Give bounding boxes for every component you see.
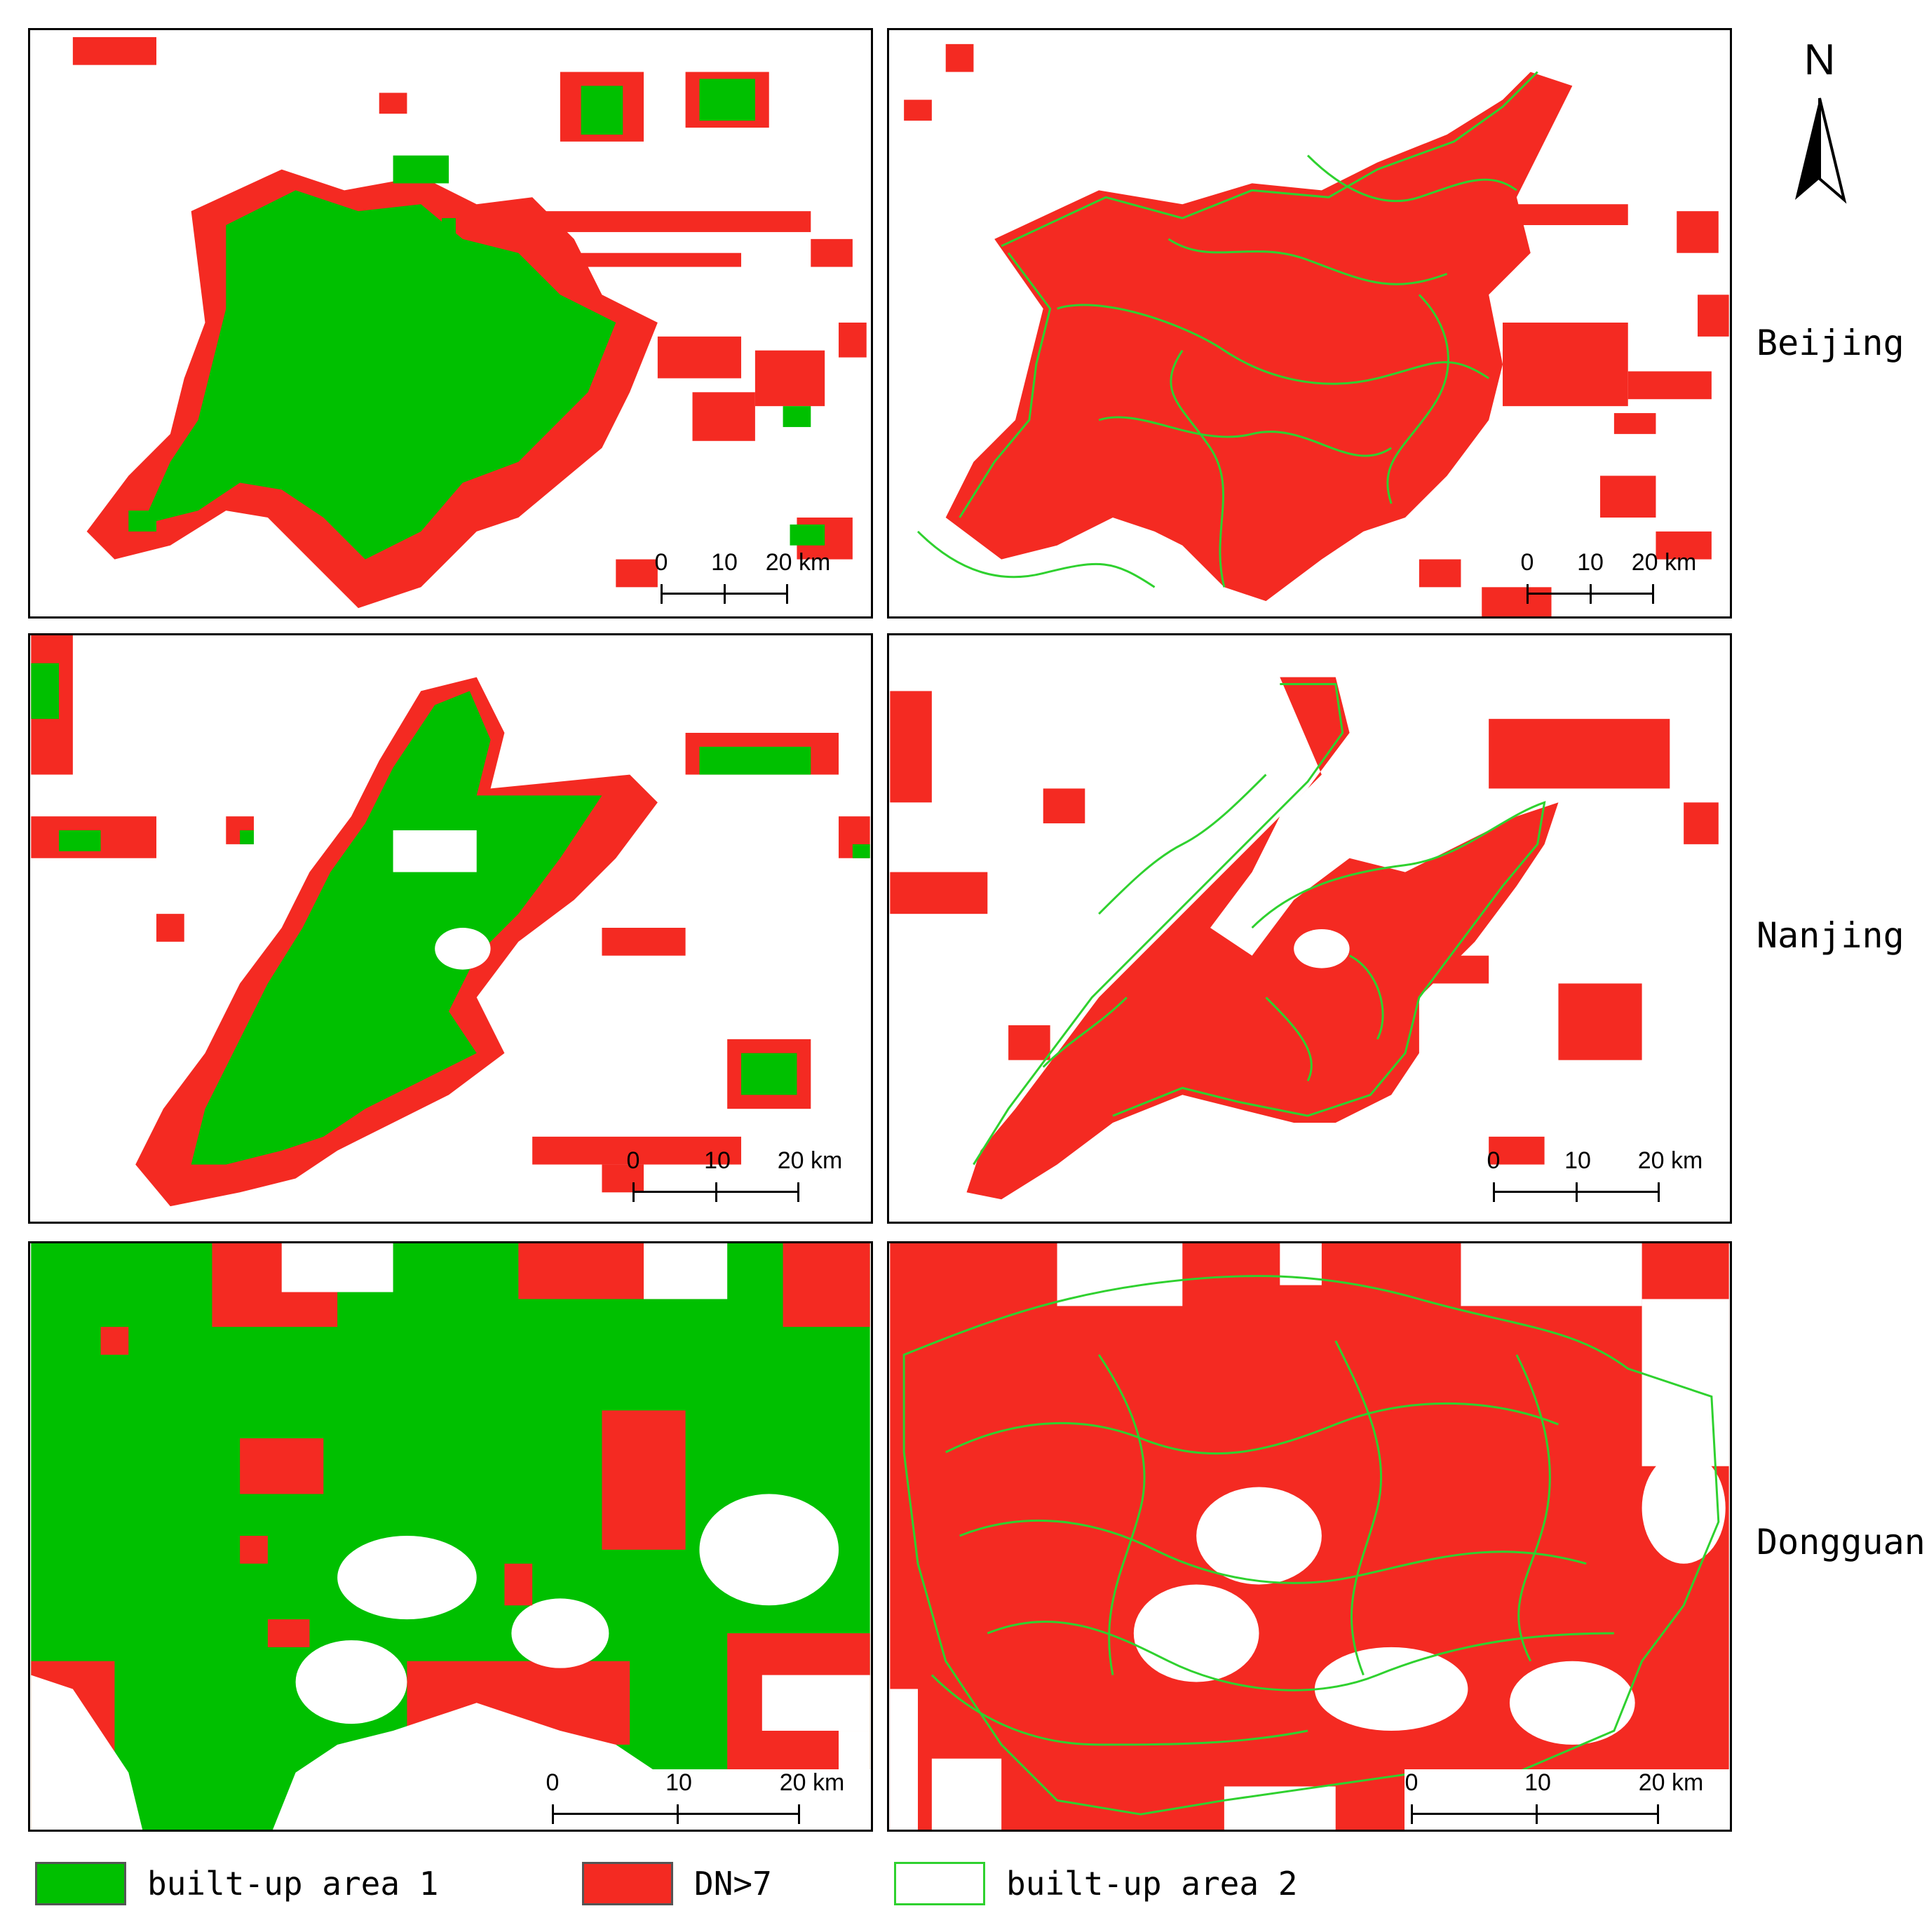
scale-tick xyxy=(1576,1182,1578,1202)
scale-tick xyxy=(1652,584,1654,604)
scale-tick xyxy=(724,584,726,604)
scale-tick-label: 10 xyxy=(1564,1147,1591,1174)
legend-item-built-up-area-2: built-up area 2 xyxy=(894,1862,1385,1911)
scale-bar: 0 10 20 km xyxy=(654,549,865,612)
scale-tick xyxy=(661,584,663,604)
map-dongguan-built-up-1 xyxy=(31,1243,870,1830)
map-nanjing-built-up-2 xyxy=(890,677,1719,1200)
scale-bar: 0 10 20 km xyxy=(546,1769,871,1830)
scale-tick xyxy=(632,1182,635,1202)
scale-tick-label: 0 xyxy=(1487,1147,1501,1174)
legend-label: built-up area 2 xyxy=(1006,1865,1298,1903)
map-panel-beijing-built-up-1: 0 10 20 km xyxy=(28,28,873,619)
scale-tick-label: 20 km xyxy=(777,1147,843,1174)
scale-tick xyxy=(1657,1804,1659,1824)
scale-tick xyxy=(1493,1182,1495,1202)
scale-tick-label: 20 km xyxy=(1637,1147,1703,1174)
city-label-beijing: Beijing xyxy=(1757,323,1904,363)
scale-tick-label: 10 xyxy=(711,549,738,576)
scale-tick-label: 10 xyxy=(704,1147,731,1174)
legend-swatch-green-fill xyxy=(35,1862,126,1905)
city-label-dongguan: Dongguan xyxy=(1757,1522,1925,1562)
scale-tick-label: 10 xyxy=(665,1769,692,1796)
north-arrow-icon xyxy=(1795,97,1847,204)
scale-tick-label: 20 km xyxy=(765,549,831,576)
scale-bar: 0 10 20 km xyxy=(1405,1769,1730,1830)
legend-label: DN>7 xyxy=(694,1865,772,1903)
map-panel-dongguan-built-up-2: 0 10 20 km xyxy=(887,1241,1732,1832)
scale-tick xyxy=(552,1804,554,1824)
legend-label: built-up area 1 xyxy=(147,1865,439,1903)
scale-tick-label: 0 xyxy=(1520,549,1534,576)
scale-tick-label: 20 km xyxy=(779,1769,845,1796)
scale-tick xyxy=(1527,584,1529,604)
north-letter: N xyxy=(1803,36,1836,84)
scale-tick xyxy=(1590,584,1592,604)
map-panel-nanjing-built-up-1: 0 10 20 km xyxy=(28,633,873,1224)
scale-tick xyxy=(1411,1804,1413,1824)
scale-tick-label: 0 xyxy=(1405,1769,1419,1796)
scale-tick-label: 0 xyxy=(626,1147,640,1174)
legend-swatch-red-fill xyxy=(582,1862,673,1905)
scale-tick-label: 10 xyxy=(1524,1769,1551,1796)
legend-item-built-up-area-1: built-up area 1 xyxy=(35,1862,526,1911)
map-panel-beijing-built-up-2: 0 10 20 km xyxy=(887,28,1732,619)
scale-tick xyxy=(798,1804,800,1824)
scale-tick xyxy=(1536,1804,1538,1824)
scale-tick-label: 20 km xyxy=(1638,1769,1704,1796)
map-panel-nanjing-built-up-2: 0 10 20 km xyxy=(887,633,1732,1224)
legend-swatch-green-outline xyxy=(894,1862,985,1905)
scale-line xyxy=(1412,1813,1658,1815)
map-panel-dongguan-built-up-1: 0 10 20 km xyxy=(28,1241,873,1832)
scale-tick-label: 0 xyxy=(654,549,668,576)
scale-tick xyxy=(1658,1182,1660,1202)
scale-bar: 0 10 20 km xyxy=(1520,549,1730,612)
scale-tick xyxy=(715,1182,717,1202)
map-beijing-built-up-2 xyxy=(904,43,1729,616)
map-beijing-built-up-1 xyxy=(72,36,867,609)
scale-bar: 0 10 20 km xyxy=(1487,1147,1703,1210)
scale-tick xyxy=(786,584,788,604)
map-dongguan-built-up-2 xyxy=(890,1243,1729,1830)
scale-tick-label: 20 km xyxy=(1631,549,1697,576)
legend-item-dn-gt-7: DN>7 xyxy=(582,1862,933,1911)
scale-tick-label: 0 xyxy=(546,1769,560,1796)
scale-bar: 0 10 20 km xyxy=(626,1147,842,1210)
scale-tick xyxy=(797,1182,799,1202)
scale-line xyxy=(553,1813,799,1815)
scale-tick-label: 10 xyxy=(1577,549,1604,576)
north-arrow: N xyxy=(1781,35,1858,210)
map-nanjing-built-up-1 xyxy=(31,635,870,1207)
scale-tick xyxy=(677,1804,679,1824)
city-label-nanjing: Nanjing xyxy=(1757,915,1904,956)
